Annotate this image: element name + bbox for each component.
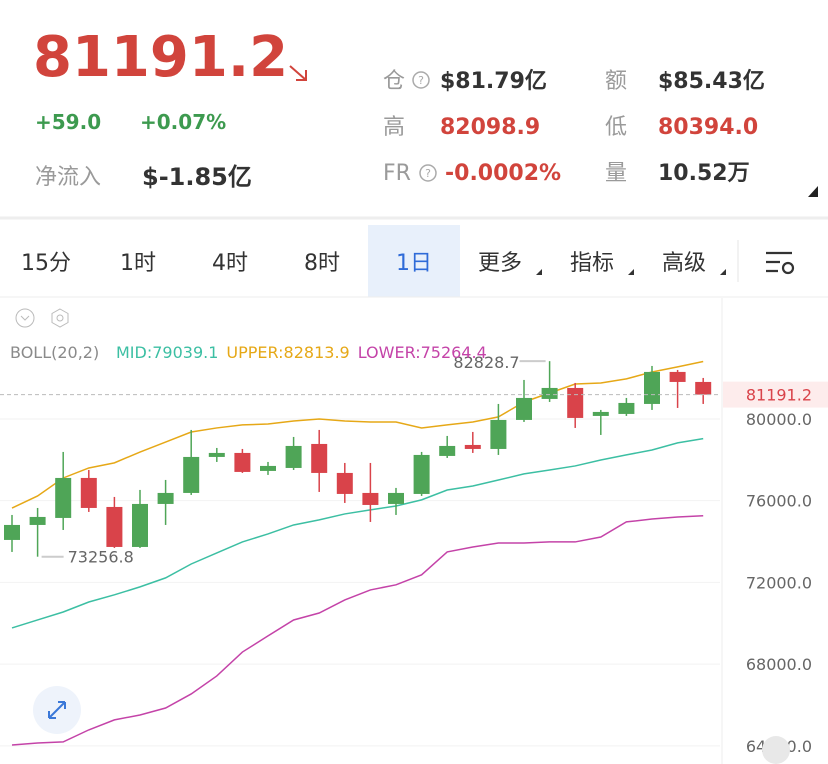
stat-label: 仓 xyxy=(383,69,405,94)
tab-label: 4时 xyxy=(212,251,248,276)
tab-label: 高级 xyxy=(662,251,706,276)
tab-dropdown xyxy=(628,269,634,275)
info-icon[interactable] xyxy=(412,71,430,89)
stat-label: 高 xyxy=(383,115,405,140)
net-flow: $-1.85亿 xyxy=(142,163,252,191)
info-icon[interactable] xyxy=(419,164,437,182)
candle-body xyxy=(669,371,686,382)
collapse-glyph xyxy=(20,315,30,321)
candle-body xyxy=(464,444,481,449)
price: 81191.2 xyxy=(33,25,288,90)
candle-body xyxy=(516,397,532,420)
stat-value: $85.43亿 xyxy=(658,69,765,94)
y-tick-label: 68000.0 xyxy=(746,655,812,674)
tab-selected-bg xyxy=(368,225,460,297)
candle-body xyxy=(592,411,609,416)
last-price-label: 81191.2 xyxy=(746,386,812,405)
candle-body xyxy=(234,452,251,472)
candle-body xyxy=(644,371,660,404)
tab-label: 15分 xyxy=(21,251,71,276)
candle-body xyxy=(29,516,46,525)
stat-label: FR xyxy=(383,161,411,186)
change: +59.0 xyxy=(35,110,101,134)
settings-hex-dot xyxy=(56,314,64,322)
legend-entry: UPPER:82813.9 xyxy=(226,343,349,362)
candle-body xyxy=(80,477,97,508)
y-tick-label: 80000.0 xyxy=(746,410,812,429)
candle-body xyxy=(55,477,72,518)
candle-body xyxy=(183,456,200,493)
stat-label: 量 xyxy=(605,161,627,186)
candle-body xyxy=(388,492,404,504)
stat-label: 低 xyxy=(605,115,627,140)
candle-body xyxy=(413,454,430,494)
settings-hex[interactable] xyxy=(51,308,69,328)
candle-body xyxy=(618,402,635,414)
candle-body xyxy=(106,506,123,547)
candle-body xyxy=(695,381,712,395)
candle-body xyxy=(4,524,20,540)
stat-value: -0.0002% xyxy=(445,161,561,186)
tab-label: 1日 xyxy=(396,251,432,276)
boll-line xyxy=(11,360,704,509)
down-arrow xyxy=(289,65,307,81)
settings-icon[interactable] xyxy=(766,251,795,275)
tab-bar: 15分 1时 4时 8时 1日 更多 指标 高级 xyxy=(21,225,726,297)
last-price-bg xyxy=(723,381,828,408)
stat-value: $81.79亿 xyxy=(440,69,547,94)
stat-value: 80394.0 xyxy=(658,115,758,140)
legend-entry: MID:79039.1 xyxy=(116,343,218,362)
max-label: 82828.7 xyxy=(453,353,519,372)
indicator-label: BOLL(20,2) xyxy=(10,343,99,362)
info-icons xyxy=(412,71,437,182)
plot: 80000.076000.072000.068000.064000.082828… xyxy=(0,353,828,756)
candle-body xyxy=(439,445,456,456)
tab-label: 8时 xyxy=(304,251,340,276)
legend-entry: LOWER:75264.4 xyxy=(358,343,487,362)
tab[interactable]: 1日 xyxy=(368,225,460,297)
boll-line xyxy=(11,437,704,629)
scroll-button[interactable] xyxy=(762,736,790,764)
info-glyph: ? xyxy=(425,167,431,180)
candle-body xyxy=(311,443,328,473)
candle-body xyxy=(541,387,558,399)
min-label: 73256.8 xyxy=(68,548,134,567)
info-glyph: ? xyxy=(418,74,424,87)
collapse-icon[interactable] xyxy=(15,308,35,328)
net-flow-label: 净流入 xyxy=(35,165,101,190)
tab[interactable]: 1时 xyxy=(120,251,156,276)
tab[interactable]: 15分 xyxy=(21,251,71,276)
candle-body xyxy=(336,472,353,494)
boll-line xyxy=(11,514,704,746)
tab-label: 更多 xyxy=(478,251,522,276)
candle-body xyxy=(362,492,379,505)
tab-label: 1时 xyxy=(120,251,156,276)
tab[interactable]: 4时 xyxy=(212,251,248,276)
candle-body xyxy=(285,445,302,468)
change-pct: +0.07% xyxy=(140,110,226,134)
tab-dropdown xyxy=(720,269,726,275)
candle-body xyxy=(490,419,507,449)
y-tick-label: 72000.0 xyxy=(746,573,812,592)
candle-body xyxy=(157,492,174,504)
candle-body xyxy=(260,465,276,471)
tab[interactable]: 指标 xyxy=(570,251,634,276)
stat-value: 10.52万 xyxy=(658,161,750,186)
tab[interactable]: 高级 xyxy=(662,251,726,276)
tab[interactable]: 8时 xyxy=(304,251,340,276)
tab-dropdown xyxy=(536,269,542,275)
expand-triangle[interactable] xyxy=(808,186,818,197)
stat-label: 额 xyxy=(605,69,627,94)
fullscreen-glyph xyxy=(48,701,66,719)
candle-body xyxy=(208,452,225,457)
stat-value: 82098.9 xyxy=(440,115,540,140)
tab-label: 指标 xyxy=(570,251,614,276)
tab[interactable]: 更多 xyxy=(478,251,542,276)
candle-body xyxy=(132,503,148,547)
candle-body xyxy=(567,387,584,418)
y-tick-label: 76000.0 xyxy=(746,492,812,511)
